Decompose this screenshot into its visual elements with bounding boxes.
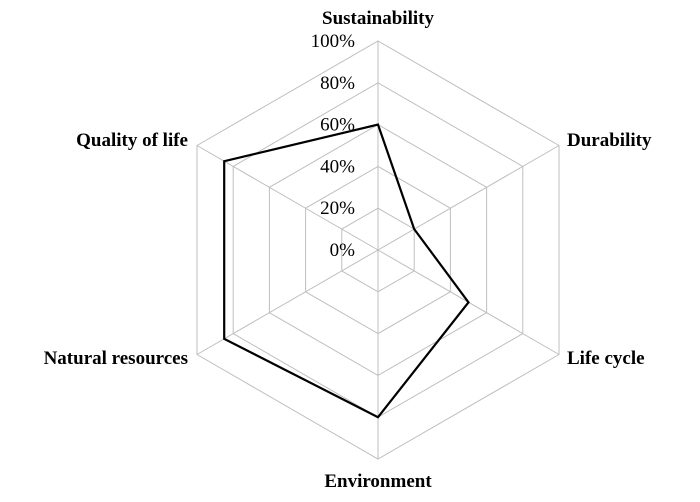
category-label-quality-of-life: Quality of life: [76, 130, 188, 151]
tick-label-100: 100%: [311, 31, 356, 52]
category-labels: Sustainability Durability Life cycle Enviro…: [44, 8, 652, 492]
category-label-sustainability: Sustainability: [322, 8, 434, 29]
grid-spoke-4: [196, 249, 379, 355]
category-label-durability: Durability: [567, 130, 652, 151]
tick-label-80: 80%: [320, 73, 355, 94]
tick-label-20: 20%: [320, 198, 355, 219]
category-label-life-cycle: Life cycle: [567, 348, 645, 369]
tick-labels: 0% 20% 40% 60% 80% 100%: [311, 31, 356, 261]
category-label-environment: Environment: [324, 471, 432, 492]
grid-spoke-1: [377, 145, 560, 251]
tick-label-60: 60%: [320, 115, 355, 136]
series-layer: [223, 123, 470, 419]
radar-grid: [196, 40, 560, 460]
grid-spoke-5: [196, 145, 379, 251]
tick-label-40: 40%: [320, 156, 355, 177]
category-label-natural-resources: Natural resources: [44, 348, 188, 369]
tick-label-0: 0%: [330, 240, 356, 261]
